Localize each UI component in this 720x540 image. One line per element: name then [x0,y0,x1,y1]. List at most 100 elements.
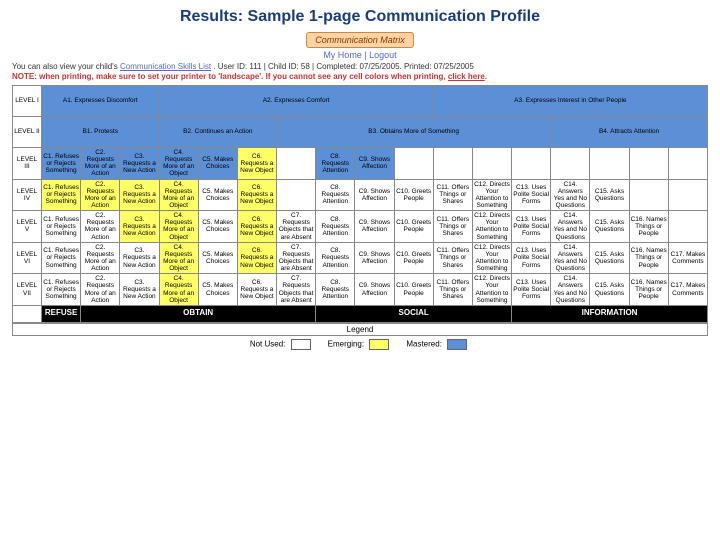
row-label: LEVEL II [13,117,42,148]
matrix-cell: C7. Requests Objects that are Absent [277,274,316,306]
matrix-cell: C16. Names Things or People [629,274,668,306]
matrix-cell: B4. Attracts Attention [551,117,708,148]
matrix-cell: C15. Asks Questions [590,179,629,211]
row-label: LEVEL V [13,211,42,243]
matrix-cell: C3. Requests a New Action [120,211,159,243]
info-suffix: . User ID: 111 | Child ID: 58 | Complete… [213,62,473,71]
matrix-cell: C5. Makes Choices [198,179,237,211]
note-prefix: NOTE: when printing, make sure to set yo… [12,72,448,81]
matrix-cell: C6. Requests a New Object [237,179,276,211]
logo-box: Communication Matrix [306,32,414,48]
empty-cell [668,179,707,211]
matrix-cell: C4. Requests More of an Object [159,211,198,243]
legend-emerging: Emerging: [328,339,393,350]
matrix-cell: C2. Requests More of an Action [81,242,120,274]
matrix-cell: C7. Requests Objects that are Absent [277,242,316,274]
matrix-cell: C3. Requests a New Action [120,242,159,274]
matrix-cell: C15. Asks Questions [590,211,629,243]
matrix-cell: C10. Greets People [394,211,433,243]
matrix-cell: C10. Greets People [394,242,433,274]
matrix-cell: C2. Requests More of an Action [81,179,120,211]
legend-not-used: Not Used: [250,339,314,350]
matrix-cell: C1. Refuses or Rejects Something [42,242,81,274]
empty-cell [629,148,668,180]
top-links[interactable]: My Home | Logout [12,50,708,60]
matrix-cell: C5. Makes Choices [198,242,237,274]
matrix-cell [277,148,316,180]
matrix-cell: C2. Requests More of an Action [81,211,120,243]
empty-cell [551,148,590,180]
matrix-cell: C2. Requests More of an Action [81,274,120,306]
skills-list-link[interactable]: Communication Skills List [120,62,211,71]
matrix-cell: C9. Shows Affection [355,148,394,180]
matrix-cell: C5. Makes Choices [198,211,237,243]
empty-cell [433,148,472,180]
empty-cell [472,148,511,180]
matrix-cell: C8. Requests Attention [316,148,355,180]
row-label [13,305,42,322]
page-title: Results: Sample 1-page Communication Pro… [12,8,708,26]
row-label: LEVEL VI [13,242,42,274]
matrix-cell: A2. Expresses Comfort [159,86,433,117]
matrix-cell: C11. Offers Things or Shares [433,211,472,243]
matrix-cell: C5. Makes Choices [198,148,237,180]
logo-row: Communication Matrix [12,32,708,48]
matrix-cell: C1. Refuses or Rejects Something [42,148,81,180]
matrix-cell: C3. Requests a New Action [120,179,159,211]
matrix-cell: C6. Requests a New Object [237,274,276,306]
matrix-cell: C1. Refuses or Rejects Something [42,274,81,306]
matrix-cell: C6. Requests a New Object [237,148,276,180]
matrix-cell: C6. Requests a New Object [237,211,276,243]
note-link[interactable]: click here [448,72,485,81]
matrix-cell: C6. Requests a New Object [237,242,276,274]
matrix-cell: C8. Requests Attention [316,242,355,274]
matrix-cell: C7. Requests Objects that are Absent [277,211,316,243]
category-header: OBTAIN [81,305,316,322]
matrix-cell: C10. Greets People [394,274,433,306]
matrix-cell: C14. Answers Yes and No Questions [551,242,590,274]
matrix-cell: C8. Requests Attention [316,274,355,306]
matrix-cell: C9. Shows Affection [355,274,394,306]
matrix-cell: C9. Shows Affection [355,211,394,243]
matrix-cell: C12. Directs Your Attention to Something [472,274,511,306]
empty-cell [394,148,433,180]
legend-not-used-label: Not Used: [250,339,286,348]
matrix-cell: C2. Requests More of an Action [81,148,120,180]
matrix-cell: C13. Uses Polite Social Forms [512,242,551,274]
matrix-cell: C11. Offers Things or Shares [433,179,472,211]
matrix-cell: C3. Requests a New Action [120,148,159,180]
swatch-not-used [291,339,311,350]
matrix-cell: C4. Requests More of an Object [159,179,198,211]
info-prefix: You can also view your child's [12,62,120,71]
note-line: NOTE: when printing, make sure to set yo… [12,72,708,81]
legend-mastered: Mastered: [406,339,470,350]
empty-cell [668,148,707,180]
row-label: LEVEL IV [13,179,42,211]
matrix-cell: C5. Makes Choices [198,274,237,306]
matrix-cell: B2. Continues an Action [159,117,277,148]
matrix-cell: C4. Requests More of an Object [159,242,198,274]
matrix-cell: C14. Answers Yes and No Questions [551,211,590,243]
matrix-cell: C4. Requests More of an Object [159,148,198,180]
category-header: SOCIAL [316,305,512,322]
matrix-cell [277,179,316,211]
matrix-cell: C13. Uses Polite Social Forms [512,179,551,211]
legend-mastered-label: Mastered: [406,339,442,348]
matrix-cell: C3. Requests a New Action [120,274,159,306]
matrix-cell: C15. Asks Questions [590,274,629,306]
matrix-cell: C9. Shows Affection [355,179,394,211]
matrix-cell: C17. Makes Comments [668,274,707,306]
matrix-cell: C13. Uses Polite Social Forms [512,274,551,306]
legend-header: Legend [12,323,708,336]
matrix-cell: C13. Uses Polite Social Forms [512,211,551,243]
category-header: INFORMATION [512,305,708,322]
empty-cell [512,148,551,180]
matrix-cell: C8. Requests Attention [316,211,355,243]
matrix-cell: C1. Refuses or Rejects Something [42,179,81,211]
matrix-cell: C8. Requests Attention [316,179,355,211]
info-line: You can also view your child's Communica… [12,62,708,71]
swatch-mastered [447,339,467,350]
empty-cell [668,211,707,243]
matrix-cell: C11. Offers Things or Shares [433,242,472,274]
matrix-cell: C14. Answers Yes and No Questions [551,274,590,306]
